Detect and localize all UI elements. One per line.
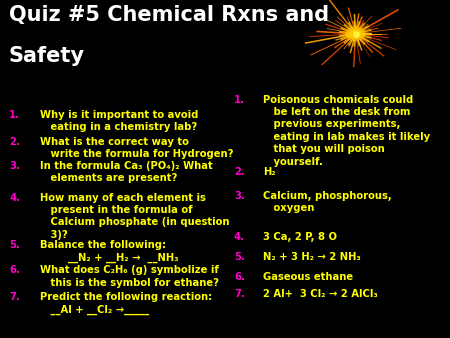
Text: H₂: H₂ <box>263 167 276 177</box>
Text: 6.: 6. <box>9 265 20 275</box>
Text: 4.: 4. <box>234 232 245 242</box>
Text: 2.: 2. <box>234 167 245 177</box>
Text: 7.: 7. <box>234 289 245 299</box>
Text: 3.: 3. <box>9 161 20 171</box>
Text: Why is it important to avoid
   eating in a chemistry lab?: Why is it important to avoid eating in a… <box>40 110 199 132</box>
Text: Predict the following reaction:
   __Al + __Cl₂ →_____: Predict the following reaction: __Al + _… <box>40 292 213 315</box>
Text: 3.: 3. <box>234 191 245 201</box>
Text: 4.: 4. <box>9 193 20 203</box>
Text: Balance the following:
        __N₂ + __H₂ →  __NH₃: Balance the following: __N₂ + __H₂ → __N… <box>40 240 179 263</box>
Text: Safety: Safety <box>9 46 85 66</box>
Text: 5.: 5. <box>9 240 20 250</box>
Text: What is the correct way to
   write the formula for Hydrogen?: What is the correct way to write the for… <box>40 137 234 159</box>
Text: 3 Ca, 2 P, 8 O: 3 Ca, 2 P, 8 O <box>263 232 337 242</box>
Text: 2.: 2. <box>9 137 20 147</box>
Text: 1.: 1. <box>234 95 245 105</box>
Text: 1.: 1. <box>9 110 20 120</box>
Text: Quiz #5 Chemical Rxns and: Quiz #5 Chemical Rxns and <box>9 5 329 25</box>
Text: 2 Al+  3 Cl₂ → 2 AlCl₃: 2 Al+ 3 Cl₂ → 2 AlCl₃ <box>263 289 378 299</box>
Text: What does C₂H₆ (g) symbolize if
   this is the symbol for ethane?: What does C₂H₆ (g) symbolize if this is … <box>40 265 220 288</box>
Text: 7.: 7. <box>9 292 20 303</box>
Text: How many of each element is
   present in the formula of
   Calcium phosphate (i: How many of each element is present in t… <box>40 193 230 240</box>
Text: 6.: 6. <box>234 272 245 282</box>
Text: Poisonous chomicals could
   be left on the desk from
   previous experiments,
 : Poisonous chomicals could be left on the… <box>263 95 430 167</box>
Text: 5.: 5. <box>234 252 245 262</box>
Text: In the formula Ca₃ (PO₄)₂ What
   elements are present?: In the formula Ca₃ (PO₄)₂ What elements … <box>40 161 213 183</box>
Text: Calcium, phosphorous,
   oxygen: Calcium, phosphorous, oxygen <box>263 191 392 213</box>
Text: N₂ + 3 H₂ → 2 NH₃: N₂ + 3 H₂ → 2 NH₃ <box>263 252 361 262</box>
Text: Gaseous ethane: Gaseous ethane <box>263 272 353 282</box>
